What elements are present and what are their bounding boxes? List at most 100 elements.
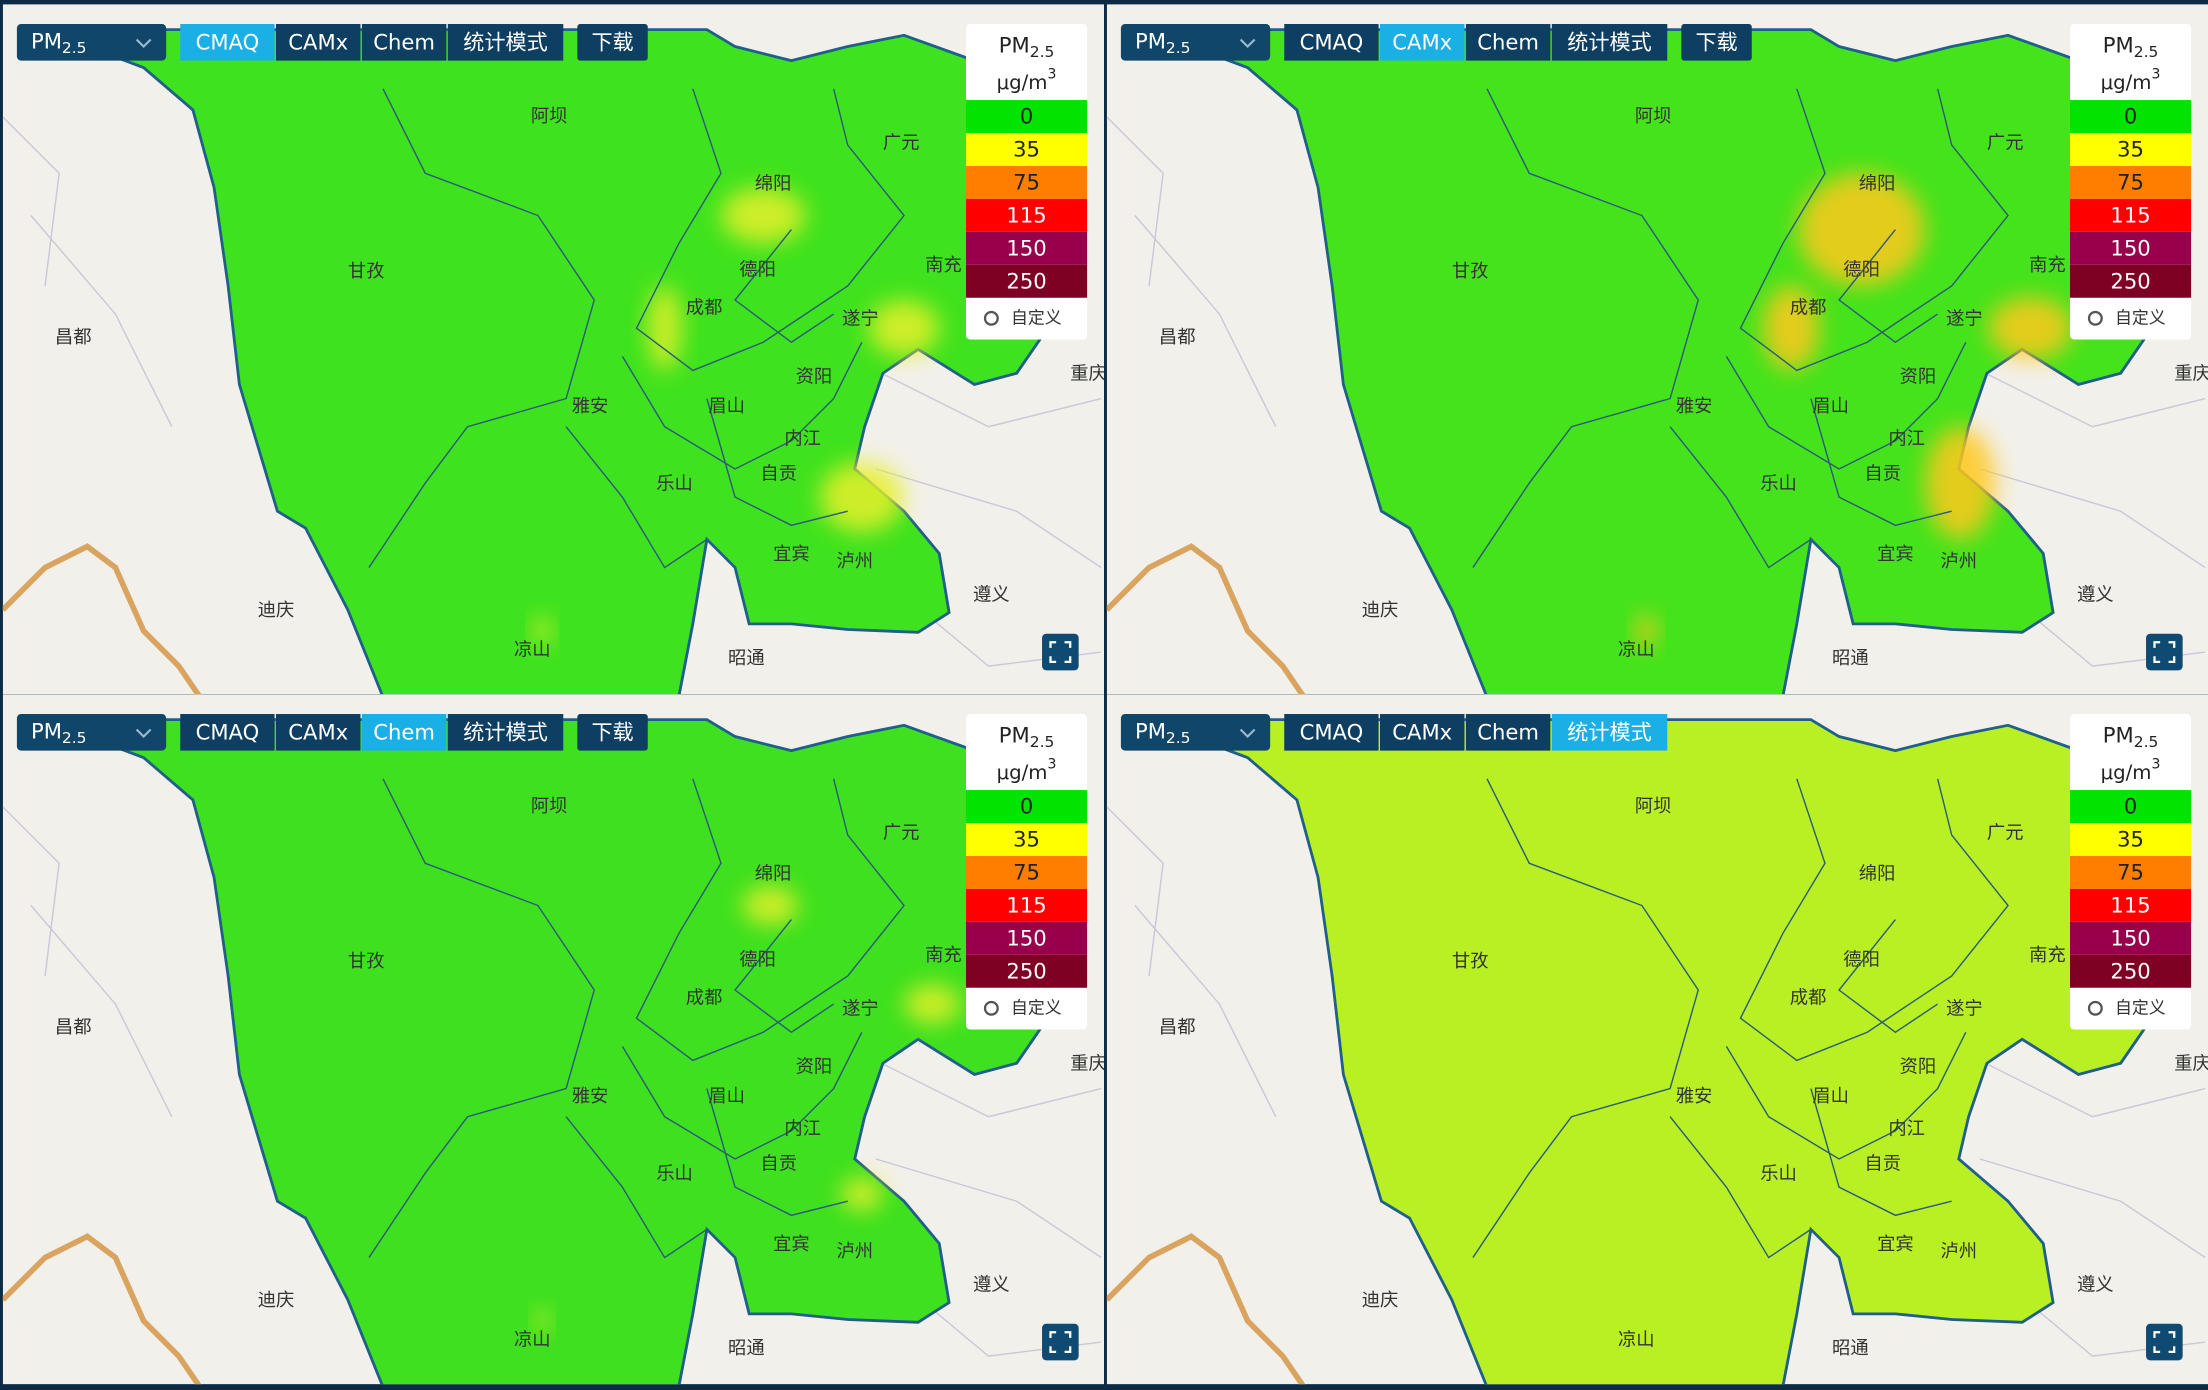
gear-icon[interactable] [2087,310,2103,326]
model-button[interactable] [361,714,447,751]
city-label: 资阳 [796,366,833,387]
city-label: 阿坝 [1635,796,1672,817]
pollutant-base: PM [2103,723,2134,748]
model-button[interactable] [447,24,564,61]
download-label[interactable]: 下载 [1695,30,1737,55]
road [1134,215,1277,428]
city-label: 昌都 [55,1017,92,1038]
download-label[interactable]: 下载 [591,30,633,55]
custom-label[interactable]: 自定义 [1011,997,1062,1017]
model-button[interactable] [1380,714,1465,751]
model-button-label[interactable]: 统计模式 [1567,720,1651,745]
district-boundary [1472,88,1700,568]
district-boundary [1725,1031,1967,1160]
custom-label[interactable]: 自定义 [2115,307,2166,327]
legend-level: 75 [2117,860,2144,885]
gear-icon[interactable] [983,1000,999,1016]
model-button[interactable] [1551,714,1668,751]
pollution-hotspot [1763,285,1820,371]
district-boundary [1725,341,1967,470]
model-button-label[interactable]: Chem [373,30,435,55]
road [847,355,1102,428]
model-button[interactable] [361,24,447,61]
model-button-label[interactable]: Chem [1477,30,1539,55]
legend-level: 75 [2117,170,2144,195]
select-box [16,24,167,61]
city-label: 广元 [1987,133,2024,154]
pollutant-base: PM [1135,28,1166,53]
legend-level: 115 [2110,893,2150,918]
download-button[interactable] [1681,24,1752,61]
model-button[interactable] [1284,24,1379,61]
pollutant-select[interactable]: PM2.5 [16,714,167,751]
model-button-label[interactable]: CMAQ [1300,30,1364,55]
pollutant-sub: 2.5 [1030,43,1055,61]
pollutant-select[interactable]: PM2.5 [1120,714,1271,751]
legend-swatch [966,264,1088,298]
model-button[interactable] [276,714,361,751]
fullscreen-button[interactable] [2146,633,2183,671]
fullscreen-icon [2153,641,2176,664]
city-label: 内江 [1888,428,1925,449]
pollution-hotspot [1924,426,1996,540]
legend-level: 75 [1013,860,1040,885]
city-label: 德阳 [739,949,776,970]
legend-level: 0 [2124,104,2137,129]
model-button[interactable] [1284,714,1379,751]
pollution-hotspot [868,300,940,357]
model-button[interactable] [180,24,275,61]
pollutant-select[interactable]: PM2.5 [1120,24,1271,61]
download-button[interactable] [577,714,648,751]
district-boundary [368,778,596,1258]
road [875,1158,1102,1259]
legend-level: 115 [1006,203,1046,228]
custom-label[interactable]: 自定义 [1011,307,1062,327]
model-button-label[interactable]: CAMx [288,30,348,55]
city-label: 成都 [686,297,723,318]
unit-sup: 3 [2152,67,2161,83]
city-label: 自贡 [760,464,797,485]
unit-base: μg/m [997,761,1048,784]
model-button-label[interactable]: Chem [1477,720,1539,745]
district-boundary [1810,398,1952,527]
pollutant-select[interactable]: PM2.5 [16,24,167,61]
model-button-label[interactable]: CMAQ [196,30,260,55]
model-button-label[interactable]: Chem [373,720,435,745]
district-boundary [734,919,835,1034]
model-button-label[interactable]: 统计模式 [1567,30,1651,55]
legend-swatch [2070,100,2192,134]
district-boundary [635,778,905,1062]
model-button[interactable] [1551,24,1668,61]
city-label: 宜宾 [773,1234,810,1255]
model-button-label[interactable]: CAMx [1392,720,1452,745]
model-button-label[interactable]: CMAQ [1300,720,1364,745]
pollution-hotspot [1988,297,2073,360]
model-button[interactable] [180,714,275,751]
model-button[interactable] [1465,24,1551,61]
model-button[interactable] [1380,24,1465,61]
fullscreen-button[interactable] [2146,1323,2183,1361]
model-button-label[interactable]: 统计模式 [463,30,547,55]
custom-label[interactable]: 自定义 [2115,997,2166,1017]
model-button[interactable] [1465,714,1551,751]
city-label: 资阳 [1900,1056,1937,1077]
legend-swatch [966,231,1088,265]
download-button[interactable] [577,24,648,61]
road [1979,468,2206,569]
legend-level: 150 [2110,925,2150,950]
city-label: 泸州 [1940,1241,1977,1262]
model-button-label[interactable]: CAMx [1392,30,1452,55]
gear-icon[interactable] [2087,1000,2103,1016]
model-button-label[interactable]: CMAQ [196,720,260,745]
model-button-label[interactable]: 统计模式 [463,720,547,745]
fullscreen-button[interactable] [1042,1323,1079,1361]
model-button[interactable] [447,714,564,751]
model-button-label[interactable]: CAMx [288,720,348,745]
fullscreen-button[interactable] [1042,633,1079,671]
gear-icon[interactable] [983,310,999,326]
model-button[interactable] [276,24,361,61]
legend-title: PM2.5 [2103,33,2159,61]
city-label: 乐山 [1760,1163,1797,1184]
download-label[interactable]: 下载 [591,720,633,745]
